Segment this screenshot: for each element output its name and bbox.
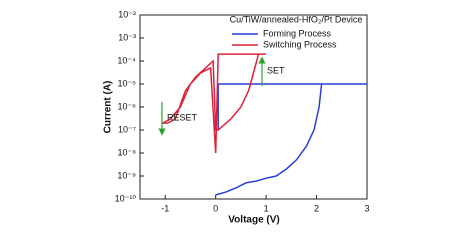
legend-label: Forming Process — [263, 28, 332, 38]
x-axis-label: Voltage (V) — [228, 215, 279, 226]
series-line — [215, 83, 367, 196]
y-tick-label: 10⁻⁹ — [117, 170, 136, 180]
x-tick-label: 0 — [213, 203, 218, 213]
y-axis-label: Current (A) — [103, 81, 114, 134]
x-tick-label: -1 — [161, 203, 169, 213]
x-tick-label: 1 — [264, 203, 269, 213]
y-tick-label: 10⁻¹⁰ — [115, 193, 137, 203]
y-tick-label: 10⁻⁵ — [118, 78, 137, 88]
y-tick-label: 10⁻⁶ — [118, 101, 137, 111]
legend-label: Switching Process — [263, 39, 337, 49]
chart-title: Cu/TiW/annealed-HfO₂/Pt Device — [230, 14, 363, 24]
y-tick-label: 10⁻² — [118, 9, 136, 19]
series-line — [162, 53, 267, 154]
annotation: RESET — [167, 112, 198, 122]
y-tick-label: 10⁻³ — [118, 32, 136, 42]
chart: Cu/TiW/annealed-HfO₂/Pt Device Voltage (… — [103, 9, 370, 226]
annotation: SET — [267, 65, 285, 75]
x-tick-label: 2 — [314, 203, 319, 213]
x-tick-label: 3 — [364, 203, 369, 213]
y-tick-label: 10⁻⁸ — [117, 147, 136, 157]
y-tick-label: 10⁻⁴ — [117, 55, 136, 65]
y-tick-label: 10⁻⁷ — [118, 124, 136, 134]
